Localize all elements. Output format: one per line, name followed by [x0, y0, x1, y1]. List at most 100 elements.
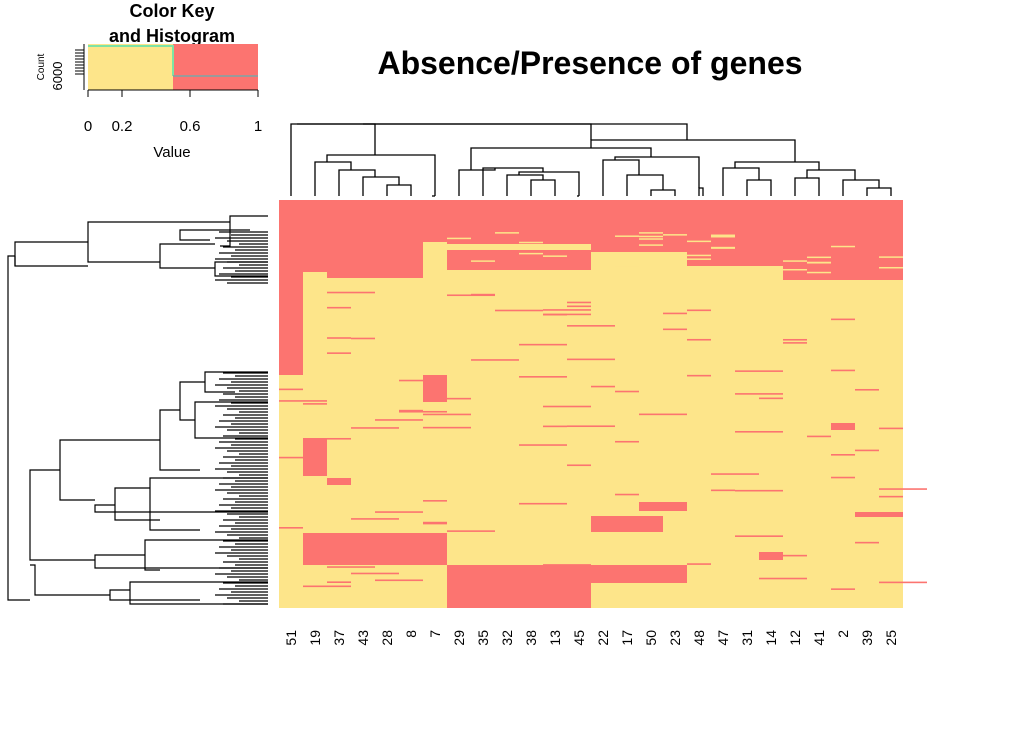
heatmap-cell-line [759, 577, 807, 580]
heatmap-cell-line [423, 244, 447, 246]
column-label: 25 [883, 630, 899, 646]
column-dendrogram-link [297, 123, 592, 140]
heatmap-cell-line [423, 426, 471, 429]
column-dendrogram-link [698, 187, 704, 196]
heatmap-cell-line [567, 271, 591, 273]
row-dendrogram-link [179, 381, 205, 421]
column-labels: 51 19 37 43 28 8 7 29 35 32 38 13 45 22 17 50 23 48 47 31 14… [283, 630, 899, 646]
heatmap-cell-line [543, 405, 591, 408]
heatmap-cell-line [327, 437, 351, 440]
heatmap-cell-line [471, 247, 495, 250]
column-dendrogram-link [866, 187, 892, 196]
column-dendrogram-link [518, 171, 580, 196]
heatmap-cell-block [855, 512, 903, 517]
heatmap-cell-line [663, 328, 687, 331]
color-key-ylabel: Count [36, 53, 47, 80]
heatmap-cell-line [711, 234, 735, 237]
heatmap-cell-line [303, 403, 327, 405]
column-label: 43 [355, 630, 371, 646]
heatmap-cell-line [711, 246, 735, 249]
heatmap-cell-line [519, 444, 567, 446]
heatmap-cell-block [303, 533, 447, 565]
heatmap-cell-block [423, 375, 447, 402]
row-dendrogram-link [7, 255, 30, 601]
row-dendrogram-link [29, 469, 95, 561]
heatmap-cell-line [543, 567, 591, 569]
heatmap-cell-line [327, 566, 375, 568]
heatmap-cell-line [615, 235, 639, 237]
color-key-title-line1: Color Key [129, 1, 214, 21]
heatmap-cell-line [567, 245, 591, 247]
heatmap-cell-line [567, 575, 615, 577]
heatmap-cell-line [663, 312, 687, 315]
heatmap-cell-line [639, 244, 663, 246]
column-label: 32 [499, 630, 515, 646]
heatmap-cell-block [591, 228, 687, 252]
color-key-low-swatch [88, 44, 173, 90]
column-label: 39 [859, 630, 875, 646]
heatmap-cell-line [615, 390, 639, 393]
heatmap-cell-line [567, 325, 615, 327]
column-label: 38 [523, 630, 539, 646]
heatmap-cell-line [351, 518, 399, 520]
heatmap-cell-line [855, 388, 879, 391]
heatmap-cell-line [327, 291, 375, 294]
heatmap-cell-line [687, 309, 711, 312]
column-label: 13 [547, 630, 563, 646]
heatmap-cell-block [327, 478, 351, 485]
heatmap-cell-line [279, 400, 327, 402]
row-dendrogram-link [149, 477, 268, 531]
heatmap-cell-line [807, 262, 831, 264]
heatmap-cell-block [303, 438, 327, 476]
heatmap-cell-block [831, 423, 855, 430]
heatmap-cell-block [759, 552, 783, 560]
column-label: 22 [595, 630, 611, 646]
color-key-x-tick-label: 0.2 [112, 118, 133, 135]
heatmap-cell-line [831, 476, 855, 479]
column-label: 50 [643, 630, 659, 646]
heatmap-cell-line [687, 374, 711, 377]
color-key-x-tick-label: 0.6 [180, 118, 201, 135]
row-dendrogram-link [94, 554, 268, 569]
column-label: 19 [307, 630, 323, 646]
column-dendrogram-link [530, 179, 556, 196]
column-label: 51 [283, 630, 299, 646]
heatmap-cell-line [687, 254, 711, 257]
heatmap-cell-line [567, 425, 615, 428]
heatmap-cell-line [375, 511, 423, 513]
heatmap-cell-block [639, 502, 687, 511]
column-dendrogram-link [722, 167, 760, 196]
heatmap-cell-line [783, 554, 807, 557]
heatmap-cell-line [351, 427, 399, 429]
heatmap-cell-line [519, 376, 567, 378]
heatmap-cell-line [639, 238, 663, 240]
heatmap-cell-line [543, 313, 591, 316]
row-dendrogram-link [220, 215, 268, 247]
column-label: 48 [691, 630, 707, 646]
heatmap-cell-line [327, 581, 351, 583]
heatmap-cell-line [807, 435, 831, 438]
column-label: 28 [379, 630, 395, 646]
heatmap-cell-block [447, 250, 591, 270]
color-key-y-ticks [75, 49, 84, 75]
heatmap-cell-line [543, 564, 591, 566]
heatmap-cell-line [327, 352, 351, 354]
heatmap-cell-line [423, 521, 447, 524]
column-label: 12 [787, 630, 803, 646]
heatmap-cell-line [375, 579, 423, 582]
heatmap-cell-line [735, 430, 783, 433]
heatmap-cell-line [783, 260, 807, 262]
column-dendrogram-link [363, 123, 688, 140]
heatmap-cell-line [543, 425, 567, 428]
heatmap-cell-line [879, 427, 903, 430]
heatmap-cell-line [615, 493, 639, 496]
heatmap-cell-line [447, 244, 471, 246]
heatmap-cell-line [807, 256, 831, 259]
color-key-x-tick-label: 0 [84, 118, 92, 135]
heatmap-cell-line [735, 489, 783, 492]
heatmap-cell-line [879, 495, 903, 498]
heatmap-cell-line [711, 489, 735, 492]
heatmap-cell-line [879, 266, 903, 269]
heatmap-cell-line [543, 594, 591, 597]
heatmap-cell-line [279, 388, 303, 391]
